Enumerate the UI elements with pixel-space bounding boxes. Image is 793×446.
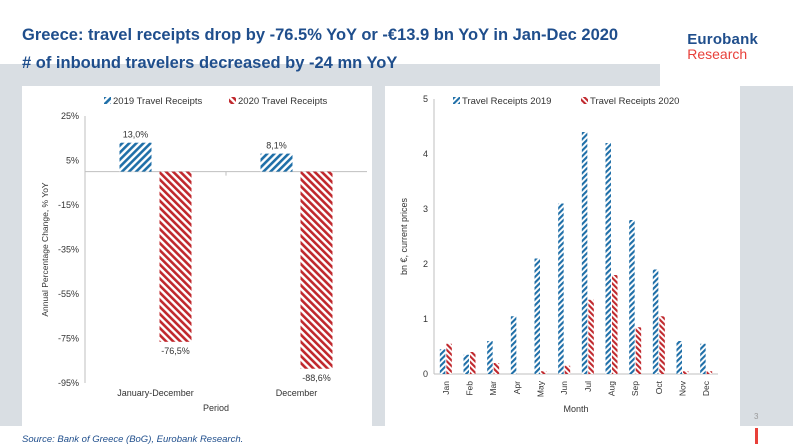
y-tick-label: 0 — [423, 369, 428, 379]
x-tick-label: Apr — [512, 381, 522, 394]
bar-2019 — [439, 349, 446, 374]
x-tick-label: December — [276, 388, 318, 398]
bar-2019 — [487, 341, 493, 374]
data-label: 8,1% — [266, 141, 287, 151]
yoy-change-chart: 25% 5% -15% -35% -55% -75% -95% 13,0% -76,5% Janu… — [40, 96, 367, 413]
legend-swatch-2019 — [104, 97, 111, 104]
bar-2019 — [700, 343, 706, 374]
page-accent-bar — [755, 428, 758, 444]
x-tick-label: Jul — [583, 381, 593, 392]
y-tick-label: 2 — [423, 259, 428, 269]
legend-swatch-2019 — [453, 97, 460, 104]
y-tick-label: 4 — [423, 149, 428, 159]
legend-label: 2019 Travel Receipts — [113, 96, 202, 107]
x-tick-label: Aug — [607, 381, 617, 396]
bar-2019 — [463, 354, 469, 374]
bar-2019 — [581, 132, 588, 374]
data-label: 13,0% — [123, 130, 149, 140]
bar-2019 — [629, 220, 635, 374]
y-tick-label: -75% — [58, 334, 79, 344]
bar-2019 — [676, 341, 682, 374]
bar-2020 — [300, 171, 333, 369]
x-tick-label: Feb — [465, 381, 475, 396]
bar-2020 — [635, 327, 642, 374]
right-margin-band — [740, 86, 793, 426]
legend-label: 2020 Travel Receipts — [238, 96, 327, 107]
y-tick-label: -15% — [58, 200, 79, 210]
y-tick-label: 25% — [61, 111, 79, 121]
brand-name: Eurobank — [687, 31, 758, 48]
x-axis-title: Month — [563, 404, 588, 414]
bar-2020 — [659, 316, 665, 374]
bar-2019 — [652, 269, 659, 374]
data-label: -88,6% — [302, 373, 331, 383]
bar-2020 — [588, 299, 594, 374]
legend-label: Travel Receipts 2020 — [590, 96, 679, 107]
legend-swatch-2020 — [229, 97, 236, 104]
y-tick-label: -55% — [58, 289, 79, 299]
monthly-receipts-chart-panel: 0 1 2 3 4 5 Jan Feb Mar Apr May Jun Jul Aug Sep Oct Nov D… — [385, 86, 740, 426]
x-tick-label: Jan — [441, 381, 451, 395]
page-number: 3 — [754, 412, 759, 421]
brand-subname: Research — [687, 46, 748, 62]
y-tick-label: -95% — [58, 378, 79, 388]
title-underline-band — [0, 64, 660, 86]
source-note: Source: Bank of Greece (BoG), Eurobank R… — [22, 434, 244, 445]
eurobank-research-logo: Eurobank Research — [687, 32, 758, 61]
page-title: Greece: travel receipts drop by -76.5% Y… — [22, 26, 619, 44]
bar-2020 — [564, 365, 571, 374]
x-axis-title: Period — [203, 403, 229, 413]
bar-2020 — [541, 371, 547, 374]
x-tick-label: Dec — [701, 380, 711, 396]
bar-2020 — [159, 171, 192, 342]
bar-2020 — [493, 363, 500, 374]
middle-gutter-band — [372, 86, 385, 426]
bar-2019 — [558, 203, 564, 374]
legend-label: Travel Receipts 2019 — [462, 96, 551, 107]
bar-2019 — [534, 258, 540, 374]
y-tick-label: -35% — [58, 245, 79, 255]
y-tick-label: 5% — [66, 156, 79, 166]
legend-swatch-2020 — [581, 97, 588, 104]
x-tick-label: Sep — [630, 381, 640, 396]
bar-2020 — [706, 371, 713, 374]
x-tick-label: Oct — [654, 380, 664, 394]
bar-2019 — [119, 142, 152, 172]
bar-2019 — [510, 316, 517, 374]
x-tick-label: January-December — [117, 388, 194, 398]
x-tick-label: Jun — [559, 381, 569, 395]
y-tick-label: 5 — [423, 94, 428, 104]
y-tick-label: 1 — [423, 314, 428, 324]
x-tick-label: Mar — [488, 381, 498, 396]
page-subtitle: # of inbound travelers decreased by -24 … — [22, 54, 398, 72]
bar-2019 — [605, 143, 611, 374]
bar-2019 — [260, 153, 293, 172]
y-axis-title: Annual Percentage Change, % YoY — [40, 182, 50, 317]
x-tick-label: Nov — [678, 380, 688, 396]
monthly-receipts-chart: 0 1 2 3 4 5 Jan Feb Mar Apr May Jun Jul Aug Sep Oct Nov D… — [399, 94, 718, 414]
bar-2020 — [683, 371, 689, 374]
x-tick-label: May — [536, 380, 546, 397]
left-margin-band — [0, 86, 22, 426]
yoy-change-chart-panel: 25% 5% -15% -35% -55% -75% -95% 13,0% -76,5% Janu… — [22, 86, 372, 426]
y-axis-title: bn €, current prices — [399, 197, 409, 275]
y-tick-label: 3 — [423, 204, 428, 214]
bar-2020 — [612, 275, 618, 374]
bar-2020 — [470, 352, 476, 374]
bar-2020 — [446, 343, 452, 374]
data-label: -76,5% — [161, 346, 190, 356]
